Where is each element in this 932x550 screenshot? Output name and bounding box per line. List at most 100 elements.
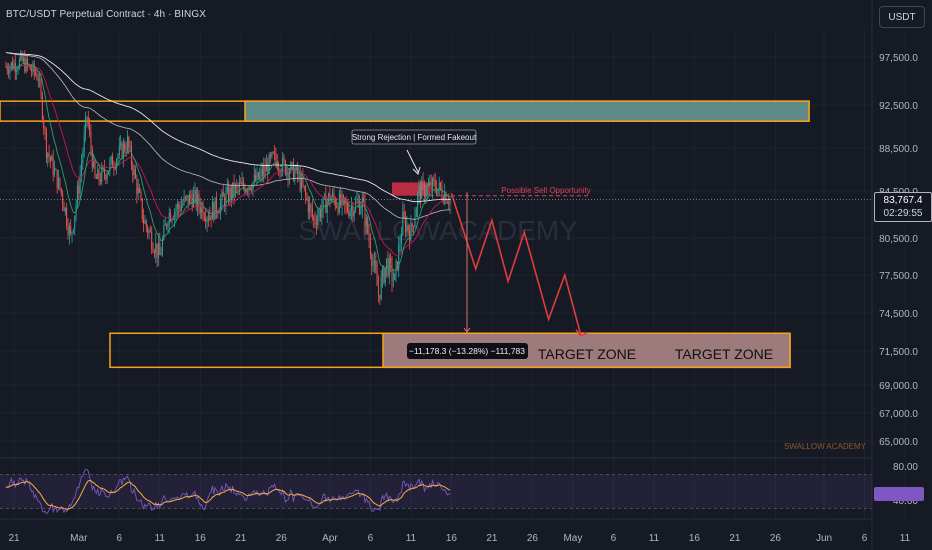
x-tick-label: 6 — [117, 533, 123, 544]
candle-body — [176, 204, 178, 210]
rejection-label: Strong Rejection | Formed Fakeout — [352, 133, 477, 142]
candle-body — [159, 242, 161, 255]
x-tick-label: 21 — [729, 533, 741, 544]
y-tick-label: 69,000.0 — [879, 381, 918, 392]
last-price: 83,767.4 — [883, 195, 923, 206]
candle-body — [352, 206, 354, 217]
candle-body — [233, 182, 235, 195]
candle-body — [141, 198, 143, 219]
candle-body — [321, 209, 323, 218]
candle-body — [241, 181, 243, 184]
candle-body — [157, 242, 159, 258]
candle-body — [448, 202, 450, 204]
candle-body — [217, 212, 219, 214]
candle-body — [253, 174, 255, 182]
candle-body — [132, 164, 134, 175]
candle-body — [21, 53, 23, 61]
candle-body — [243, 181, 244, 187]
currency-selector[interactable]: USDT — [879, 6, 925, 28]
candle-body — [433, 178, 435, 181]
candle-body — [121, 142, 123, 158]
projection-arrowhead — [575, 329, 588, 337]
candle-body — [203, 217, 205, 219]
candle-body — [230, 187, 232, 198]
candle-body — [160, 253, 162, 255]
candle-body — [6, 66, 8, 71]
candle-body — [163, 225, 165, 240]
candle-body — [286, 169, 288, 175]
x-tick-label: 6 — [862, 533, 868, 544]
candle-body — [166, 224, 168, 227]
rsi-tick-label: 80.00 — [893, 462, 918, 473]
candle-body — [414, 216, 416, 227]
candle-body — [143, 218, 145, 224]
bar-countdown: 02:29:55 — [883, 208, 923, 219]
candle-body — [44, 128, 46, 131]
grid — [0, 30, 906, 518]
candle-body — [351, 206, 352, 211]
x-tick-label: 11 — [900, 533, 911, 544]
candle-body — [194, 190, 196, 195]
candle-body — [418, 185, 420, 195]
candle-body — [372, 263, 374, 266]
candle-body — [406, 225, 408, 232]
candle-body — [78, 185, 80, 194]
candle-body — [114, 167, 116, 169]
candle-body — [287, 169, 289, 179]
candle-body — [330, 198, 332, 202]
candle-body — [356, 201, 358, 203]
candle-body — [168, 212, 170, 224]
candle-body — [342, 195, 344, 198]
candle-body — [270, 154, 271, 157]
candle-body — [148, 230, 150, 234]
candle-body — [268, 154, 270, 174]
candle-body — [436, 188, 438, 195]
candle-body — [27, 58, 28, 65]
candle-body — [419, 185, 421, 199]
candle-body — [279, 169, 281, 173]
candle-body — [434, 180, 436, 189]
candle-body — [17, 68, 19, 70]
candle-body — [68, 226, 70, 235]
measure-label: −11,178.3 (−13.28%) −111,783 — [409, 346, 525, 356]
rsi-tick-label: 40.00 — [893, 496, 918, 507]
candle-body — [97, 169, 99, 179]
candle-body — [348, 211, 350, 217]
candle-body — [182, 203, 184, 206]
candle-body — [144, 220, 146, 224]
target-zone-label: TARGET ZONE — [538, 346, 636, 362]
candle-body — [367, 217, 369, 233]
candle-body — [305, 187, 307, 196]
x-tick-label: 26 — [276, 533, 288, 544]
candle-body — [398, 244, 400, 270]
candle-body — [353, 210, 355, 217]
candle-body — [221, 191, 223, 202]
candle-body — [128, 137, 130, 148]
candle-body — [170, 212, 172, 222]
candle-body — [346, 204, 348, 212]
candle-body — [130, 146, 132, 165]
candle-body — [325, 194, 327, 214]
candle-body — [306, 195, 308, 200]
candle-body — [129, 146, 131, 148]
y-tick-label: 71,500.0 — [879, 347, 918, 358]
candle-body — [245, 190, 247, 193]
candle-body — [261, 169, 263, 176]
candle-body — [309, 204, 311, 213]
candle-body — [278, 169, 280, 171]
candle-body — [379, 294, 381, 299]
candle-body — [151, 231, 153, 250]
candle-body — [240, 183, 242, 185]
candle-body — [120, 142, 122, 146]
rsi-pane — [0, 468, 872, 515]
candle-body — [126, 137, 128, 152]
rejection-label-box — [351, 129, 477, 145]
candle-body — [20, 53, 22, 60]
candle-body — [99, 179, 101, 182]
candle-body — [322, 197, 324, 210]
sell-label: Possible Sell Opportunity — [501, 186, 590, 195]
candle-body — [9, 66, 11, 74]
candle-body — [37, 79, 39, 81]
candle-body — [314, 218, 316, 223]
